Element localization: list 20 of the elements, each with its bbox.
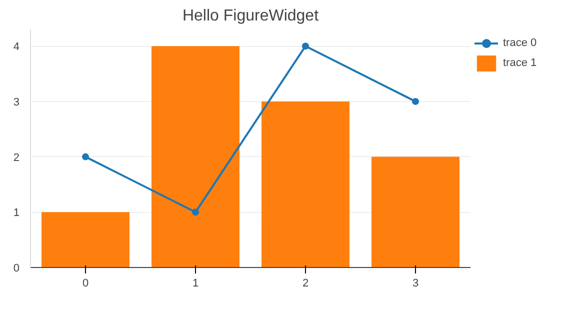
point bbox=[302, 42, 309, 50]
x-tick-label: 1 bbox=[192, 278, 199, 290]
bar bbox=[42, 212, 130, 268]
chart-title: Hello FigureWidget bbox=[182, 8, 320, 24]
y-tick-label: 3 bbox=[13, 96, 20, 108]
y-tick-label: 2 bbox=[13, 152, 20, 164]
x-tick-label: 3 bbox=[412, 278, 419, 290]
point bbox=[82, 153, 89, 160]
point bbox=[412, 98, 419, 105]
x-tick-label: 2 bbox=[302, 278, 309, 290]
bar bbox=[372, 156, 460, 268]
legend-label: trace 1 bbox=[503, 57, 537, 69]
y-tick-label: 1 bbox=[13, 207, 20, 220]
point bbox=[192, 208, 199, 216]
y-tick-label: 4 bbox=[13, 41, 20, 54]
bar bbox=[152, 46, 240, 268]
x-tick-label: 0 bbox=[82, 278, 89, 290]
legend-label: trace 0 bbox=[503, 37, 537, 49]
y-tick-label: 0 bbox=[13, 262, 20, 274]
bar bbox=[262, 101, 350, 268]
